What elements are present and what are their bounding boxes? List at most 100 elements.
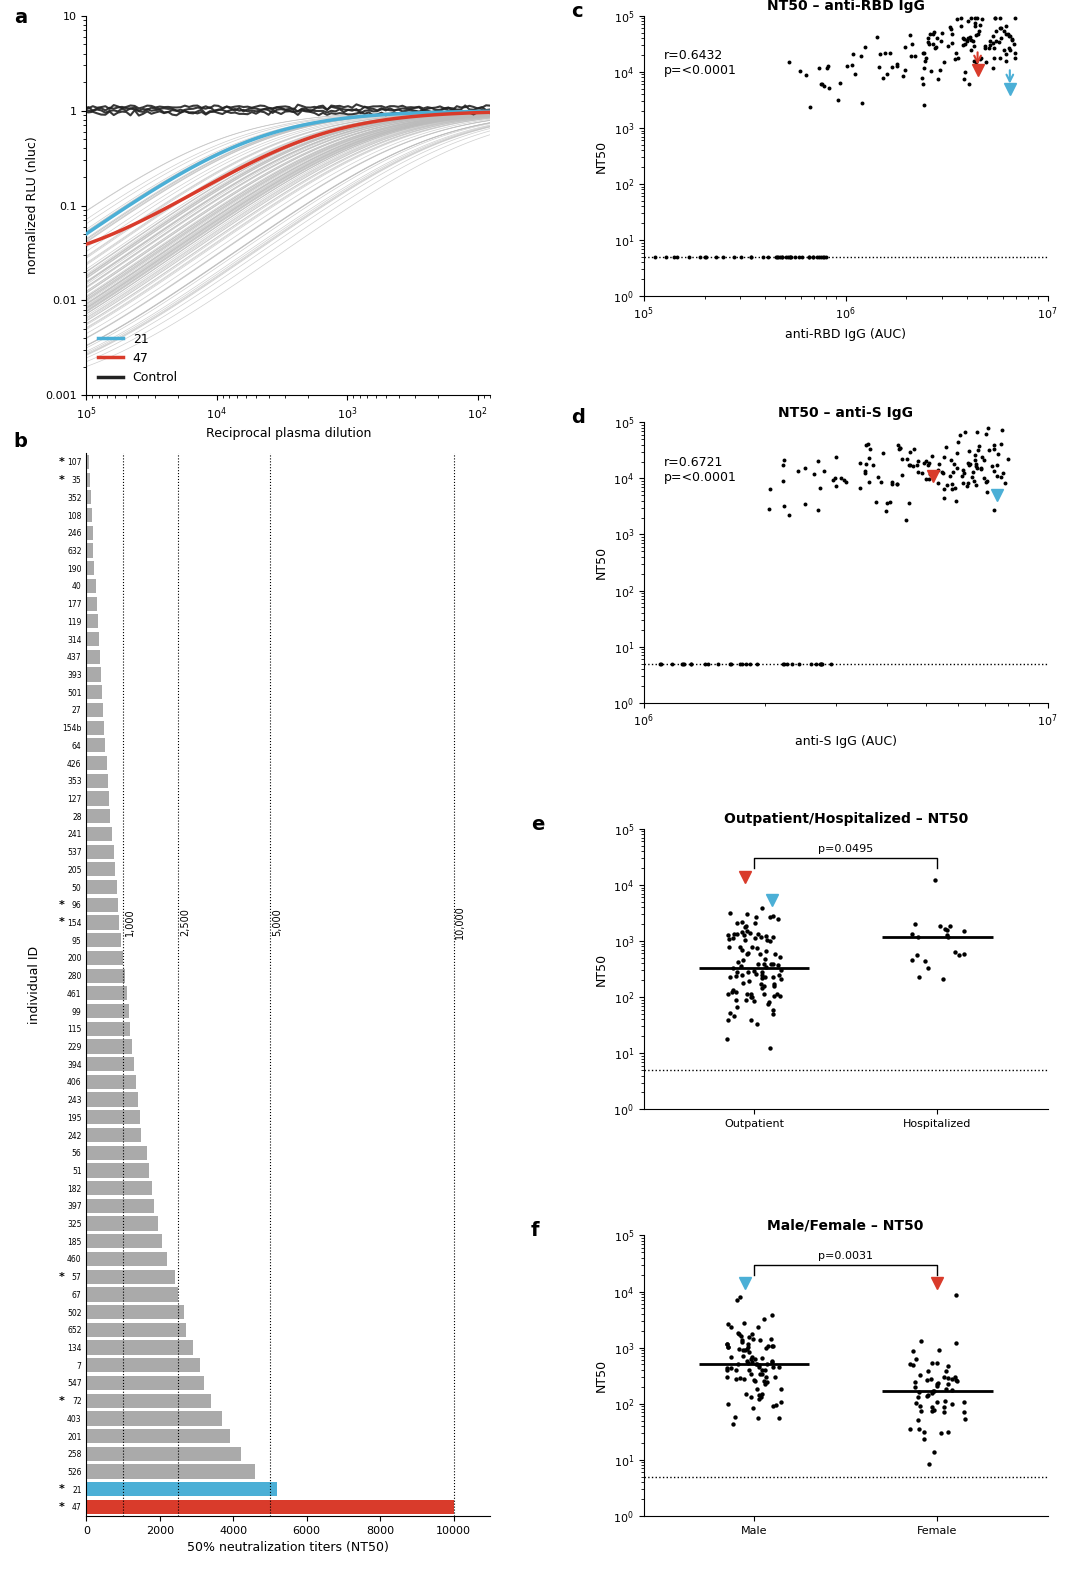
- Point: [974, 444, 991, 469]
- Point: [960, 71, 977, 96]
- Point: [927, 35, 944, 60]
- Point: [907, 1369, 924, 1394]
- Point: [737, 927, 754, 952]
- Point: [765, 971, 782, 996]
- Text: *: *: [58, 1502, 65, 1513]
- Legend: 21, 47, Control: 21, 47, Control: [93, 327, 183, 388]
- Point: [998, 47, 1015, 73]
- Point: [909, 448, 927, 474]
- Point: [732, 651, 750, 676]
- Point: [753, 1358, 770, 1383]
- Point: [942, 16, 959, 41]
- Point: [758, 1352, 775, 1377]
- Point: [757, 1372, 774, 1397]
- Point: [997, 41, 1014, 66]
- Point: [800, 245, 818, 270]
- Point: [940, 1371, 957, 1396]
- Point: [902, 439, 919, 464]
- Point: [958, 27, 975, 52]
- Point: [970, 433, 987, 458]
- Point: [697, 245, 714, 270]
- Point: [986, 436, 1003, 461]
- Point: [748, 651, 766, 676]
- Point: [733, 936, 751, 962]
- Point: [861, 445, 878, 471]
- Point: [719, 1334, 737, 1360]
- Point: [920, 450, 937, 475]
- Point: [940, 1366, 957, 1391]
- Point: [940, 1353, 957, 1378]
- Point: [771, 1405, 788, 1431]
- Bar: [86, 987, 126, 1001]
- Point: [796, 455, 813, 480]
- Point: [728, 995, 745, 1020]
- Point: [862, 436, 879, 461]
- Point: [778, 245, 795, 270]
- Point: [759, 992, 777, 1017]
- Point: [710, 651, 727, 676]
- Bar: [86, 597, 97, 611]
- Point: [923, 1380, 941, 1405]
- Y-axis label: NT50: NT50: [595, 1360, 608, 1393]
- Point: [935, 1399, 953, 1424]
- Point: [956, 1407, 973, 1432]
- Point: [734, 1344, 752, 1369]
- Point: [972, 455, 989, 480]
- Point: [765, 1355, 782, 1380]
- Point: [991, 6, 1009, 32]
- Point: [923, 1394, 941, 1420]
- Text: *: *: [58, 917, 65, 927]
- Point: [991, 16, 1009, 41]
- Point: [805, 245, 822, 270]
- Point: [807, 651, 824, 676]
- Point: [964, 459, 982, 485]
- Point: [909, 1407, 927, 1432]
- Point: [809, 497, 826, 523]
- Point: [955, 33, 972, 58]
- Point: [988, 19, 1005, 44]
- Point: [995, 461, 1012, 486]
- Point: [917, 448, 934, 474]
- Text: d: d: [571, 409, 585, 428]
- Text: *: *: [58, 1396, 65, 1405]
- Point: [781, 245, 798, 270]
- Point: [994, 418, 1011, 444]
- Point: [936, 1388, 954, 1413]
- Point: [977, 469, 995, 494]
- Point: [729, 1352, 746, 1377]
- Point: [768, 245, 785, 270]
- Point: [1005, 39, 1023, 65]
- Point: [961, 453, 978, 478]
- Bar: [86, 808, 110, 823]
- Point: [946, 475, 963, 501]
- Point: [765, 951, 782, 976]
- Point: [937, 434, 955, 459]
- Point: [774, 452, 792, 477]
- Point: [926, 19, 943, 44]
- Point: [727, 988, 744, 1014]
- Text: *: *: [58, 456, 65, 467]
- Point: [967, 447, 984, 472]
- Point: [829, 87, 847, 112]
- Point: [894, 445, 912, 471]
- Point: [746, 925, 764, 951]
- Point: [719, 1312, 737, 1337]
- Bar: [86, 1483, 278, 1497]
- Point: [953, 6, 970, 32]
- Point: [969, 455, 986, 480]
- Point: [985, 35, 1002, 60]
- Point: [745, 958, 762, 984]
- Point: [951, 422, 969, 447]
- Point: [846, 62, 863, 87]
- Point: [929, 1350, 946, 1375]
- Point: [748, 935, 766, 960]
- X-axis label: Reciprocal plasma dilution: Reciprocal plasma dilution: [205, 428, 372, 441]
- Point: [1003, 25, 1021, 51]
- Point: [916, 39, 933, 65]
- Point: [753, 1385, 770, 1410]
- Point: [680, 245, 698, 270]
- Point: [721, 651, 739, 676]
- Point: [760, 245, 778, 270]
- Point: [721, 902, 739, 927]
- Y-axis label: NT50: NT50: [595, 952, 608, 985]
